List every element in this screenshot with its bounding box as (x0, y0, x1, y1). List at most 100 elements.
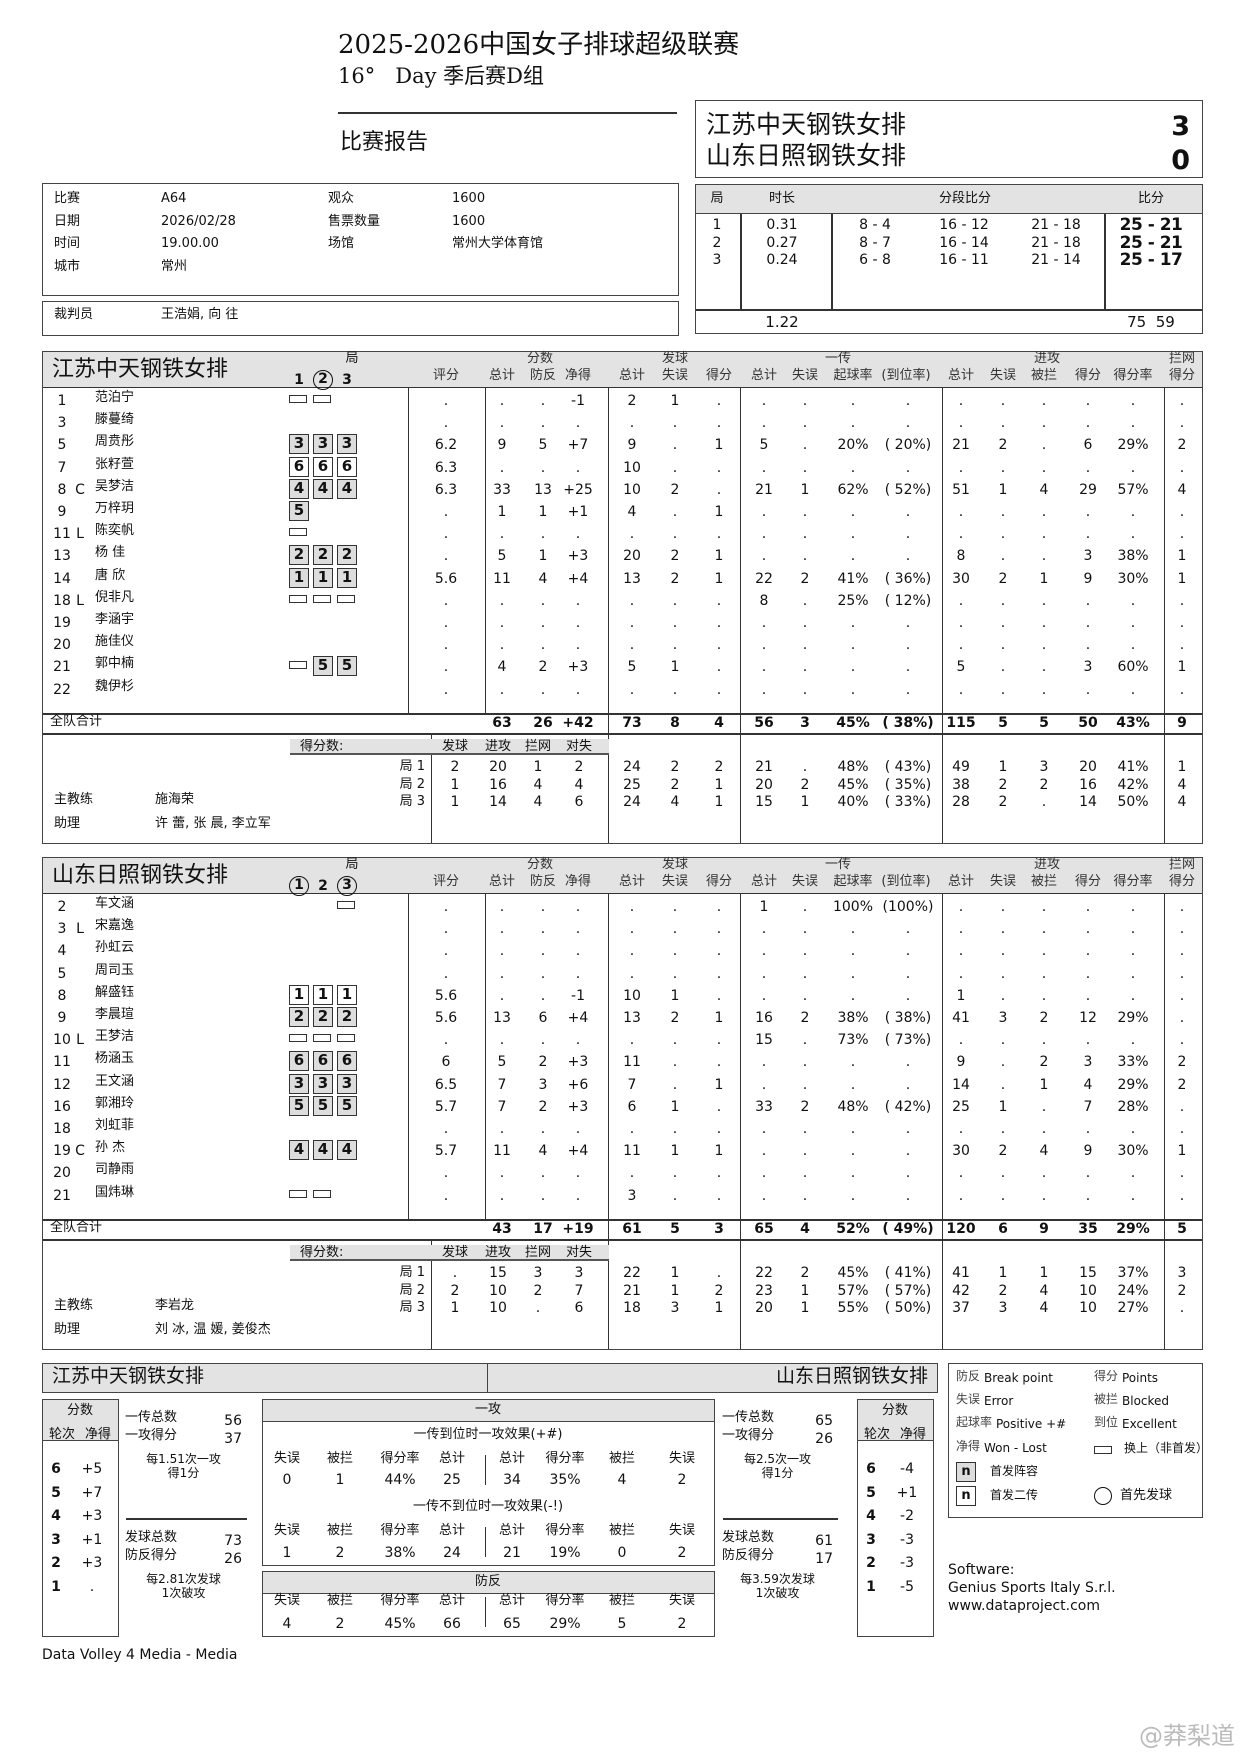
player-row[interactable] (43, 525, 1202, 547)
stat-cell: . (629, 681, 635, 698)
player-row[interactable] (43, 1031, 1202, 1053)
set-stat-cell: 4 (1177, 776, 1187, 793)
player-name: 刘虹菲 (95, 1118, 135, 1133)
starting-lineup-box: 4 (337, 1140, 357, 1161)
stat-cell: . (443, 899, 449, 915)
stat-cell: 51 (952, 481, 970, 498)
player-row[interactable] (43, 436, 1202, 458)
column-header: 失误 (661, 874, 689, 889)
player-number: 13 (53, 548, 71, 565)
set-stat-cell: 1 (1039, 1265, 1049, 1281)
breakpoint-col-header: 被拦 (608, 1593, 636, 1608)
stat-cell: 38% (1117, 548, 1149, 565)
player-row[interactable] (43, 965, 1202, 987)
column-header: 失误 (661, 368, 689, 383)
rotation-number: 4 (51, 1508, 61, 1525)
stat-cell: . (802, 548, 808, 565)
column-group-header: 进攻 (1033, 857, 1061, 872)
rotation-net: -3 (900, 1555, 914, 1572)
stat-cell: 1 (998, 1098, 1008, 1115)
player-row[interactable] (43, 1164, 1202, 1186)
set-partial: 8 - 4 (859, 217, 891, 233)
column-header: 得分率 (1113, 368, 1153, 383)
info-label: 售票数量 (328, 214, 381, 229)
player-row[interactable] (43, 1076, 1202, 1098)
stat-cell: 5.6 (434, 987, 458, 1004)
coach-name: 施海荣 (155, 792, 195, 807)
stat-cell: 1 (1039, 570, 1049, 587)
stat-cell: . (1041, 1165, 1047, 1182)
rotation-number: 2 (866, 1555, 876, 1572)
set-stat-cell: 28 (952, 794, 970, 810)
set-stat-cell: 3 (1039, 759, 1049, 775)
player-row[interactable] (43, 898, 1202, 920)
sideout-points-label: 一攻得分 (125, 1428, 178, 1443)
stat-cell: 7 (497, 1098, 507, 1115)
set-stat-cell: 1 (714, 794, 724, 810)
stat-cell: . (1085, 1187, 1091, 1204)
stat-cell: 29 (1079, 481, 1097, 498)
player-row[interactable] (43, 392, 1202, 414)
breakdown-col-header: 发球 (441, 1245, 469, 1260)
stat-cell: . (905, 1121, 911, 1137)
breakpoint-value: 2 (677, 1616, 687, 1632)
player-row[interactable] (43, 942, 1202, 964)
stat-cell: . (802, 1187, 808, 1204)
serve-total: 73 (224, 1533, 242, 1549)
set-stat-cell: 57% (837, 1282, 869, 1299)
breakdown-cell: 20 (489, 759, 507, 775)
stat-cell: ( 12%) (884, 592, 932, 609)
sideout-title: 一攻 (474, 1402, 502, 1417)
stat-cell: . (850, 415, 856, 432)
set-row-label: 局 3 (399, 794, 425, 809)
player-row[interactable] (43, 1098, 1202, 1120)
player-row[interactable] (43, 592, 1202, 614)
stat-cell: . (850, 1054, 856, 1071)
rotation-number: 1 (51, 1579, 61, 1595)
player-name: 万梓玥 (95, 501, 135, 516)
stat-cell: 10 (623, 459, 641, 476)
stat-cell: . (1041, 592, 1047, 609)
rotation-number: 6 (866, 1461, 876, 1477)
stat-cell: . (761, 548, 767, 565)
set-stat-cell: 37 (952, 1300, 970, 1316)
player-row[interactable] (43, 1120, 1202, 1142)
set-stat-cell: 41% (1117, 759, 1149, 775)
stat-cell: . (1041, 1121, 1047, 1137)
stat-cell: 29% (1117, 437, 1149, 454)
set-stat-cell: 3 (998, 1300, 1008, 1316)
stat-cell: . (575, 943, 581, 960)
set-stat-cell: 2 (714, 1282, 724, 1299)
sideout-col-header: 总计 (498, 1451, 526, 1466)
stat-cell: . (1179, 1165, 1185, 1182)
set-stat-cell: 55% (837, 1300, 869, 1316)
stat-cell: . (716, 592, 722, 609)
player-row[interactable] (43, 1187, 1202, 1209)
starting-lineup-box: 5 (337, 1095, 357, 1116)
set-label-text: 2 (318, 878, 328, 894)
player-row[interactable] (43, 414, 1202, 436)
player-row[interactable] (43, 658, 1202, 680)
divider (942, 713, 944, 843)
total-cell: ( 49%) (882, 1221, 934, 1237)
stat-cell: 9 (956, 1054, 966, 1071)
player-row[interactable] (43, 503, 1202, 525)
stat-cell: . (1085, 921, 1091, 938)
stat-cell: . (1130, 615, 1136, 631)
stat-cell: . (905, 1165, 911, 1182)
stat-cell: . (958, 393, 964, 409)
player-row[interactable] (43, 920, 1202, 942)
breakdown-cell: 6 (574, 794, 584, 810)
stat-cell: 10 (623, 987, 641, 1004)
player-row[interactable] (43, 681, 1202, 703)
stat-cell: . (1000, 943, 1006, 960)
sets-header-score: 比分 (1137, 191, 1165, 206)
player-name: 国炜琳 (95, 1184, 135, 1200)
player-row[interactable] (43, 614, 1202, 636)
stat-cell: 2 (998, 570, 1008, 587)
rotation-net: +3 (81, 1508, 103, 1525)
breakdown-label: 得分数: (300, 739, 344, 754)
player-row[interactable] (43, 636, 1202, 658)
stat-cell: ( 38%) (884, 1010, 932, 1026)
stat-cell: . (629, 526, 635, 543)
